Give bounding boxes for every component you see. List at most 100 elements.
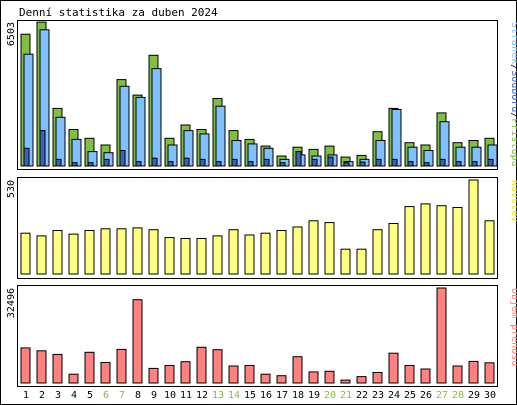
x-tick-label: 21	[340, 390, 352, 401]
pages-bar	[135, 96, 146, 167]
visits-bar	[84, 230, 95, 275]
files-bar	[183, 157, 190, 167]
x-tick-label: 5	[87, 390, 93, 401]
visits-bar	[292, 226, 303, 275]
legend-files: Souborů	[509, 70, 517, 112]
x-tick-label: 11	[180, 390, 192, 401]
pages-bar	[55, 116, 66, 167]
volume-bar	[100, 362, 111, 384]
volume-bar	[228, 365, 239, 384]
volume-bar	[36, 350, 47, 384]
volume-bar	[436, 287, 447, 384]
volume-bar	[308, 371, 319, 384]
x-tick-label: 30	[484, 390, 496, 401]
volume-bar	[52, 353, 63, 384]
volume-bar	[468, 360, 479, 384]
files-bar	[55, 158, 62, 167]
volume-bar	[68, 373, 79, 384]
pages-bar	[215, 105, 226, 167]
x-tick-label: 10	[164, 390, 176, 401]
visits-bar	[340, 248, 351, 275]
volume-bar	[20, 347, 31, 384]
x-tick-label: 24	[388, 390, 400, 401]
visits-bar	[388, 223, 399, 275]
visits-bar	[196, 238, 207, 275]
files-bar	[167, 161, 174, 167]
visits-bar	[36, 235, 47, 275]
files-bar	[119, 150, 126, 167]
files-bar	[311, 158, 318, 167]
files-bar	[103, 158, 110, 167]
files-bar	[391, 158, 398, 167]
hits-ymax-label: 6503	[6, 22, 17, 46]
volume-bar	[372, 372, 383, 384]
visits-bar	[148, 229, 159, 275]
visits-bar	[68, 233, 79, 275]
pages-bar	[391, 109, 402, 167]
files-bar	[279, 162, 286, 167]
x-tick-label: 1	[23, 390, 29, 401]
legend-sep-1: /	[509, 64, 517, 70]
visits-bar	[180, 238, 191, 275]
pages-bar	[151, 68, 162, 167]
files-bar	[439, 158, 446, 167]
volume-bar	[324, 370, 335, 384]
visits-bar	[228, 229, 239, 275]
x-tick-label: 6	[103, 390, 109, 401]
x-axis-labels: 1 2 3 4 5 6 7 8 9 10 11 12 13 14 15 16 17 18 19 20 21 22 23 24 2…	[23, 390, 496, 401]
visits-bar	[20, 232, 31, 275]
files-bar	[455, 161, 462, 167]
x-tick-label: 9	[151, 390, 157, 401]
visits-bar	[164, 237, 175, 275]
legend-access: Přístupů	[509, 118, 517, 166]
volume-bar	[276, 375, 287, 384]
volume-bar	[196, 346, 207, 384]
x-tick-label: 14	[228, 390, 240, 401]
volume-bar	[340, 379, 351, 384]
x-tick-label: 13	[212, 390, 224, 401]
x-tick-label: 19	[308, 390, 320, 401]
visits-bar	[372, 229, 383, 275]
visits-bar	[436, 205, 447, 275]
files-bar	[343, 162, 350, 167]
bars-layer	[20, 21, 498, 384]
x-tick-label: 29	[468, 390, 480, 401]
volume-bar	[404, 365, 415, 384]
volume-bar	[292, 356, 303, 384]
x-tick-label: 4	[71, 390, 77, 401]
visits-bar	[468, 179, 479, 275]
x-tick-label: 3	[55, 390, 61, 401]
volume-bar	[84, 351, 95, 384]
files-bar	[407, 161, 414, 167]
visits-bar	[260, 232, 271, 275]
volume-panel-frame	[17, 285, 498, 387]
volume-legend: Objem přenosu	[509, 288, 517, 366]
visits-bar	[308, 220, 319, 275]
volume-bar	[388, 352, 399, 384]
visits-bar	[276, 230, 287, 275]
x-tick-label: 22	[356, 390, 368, 401]
visits-bar	[52, 230, 63, 275]
files-bar	[263, 158, 270, 167]
files-bar	[295, 151, 302, 167]
x-tick-label: 25	[404, 390, 416, 401]
volume-bar	[484, 362, 495, 384]
visits-bar	[116, 228, 127, 275]
x-tick-label: 18	[292, 390, 304, 401]
volume-bar	[148, 367, 159, 384]
files-bar	[135, 161, 142, 167]
files-bar	[359, 161, 366, 167]
files-bar	[423, 162, 430, 167]
chart-title: Denní statistika za duben 2024	[19, 6, 218, 19]
visits-bar	[420, 203, 431, 275]
visits-bar	[100, 228, 111, 275]
x-tick-label: 26	[420, 390, 432, 401]
files-bar	[39, 130, 46, 167]
files-bar	[247, 161, 254, 167]
x-tick-label: 16	[260, 390, 272, 401]
files-bar	[71, 162, 78, 167]
files-bar	[23, 147, 30, 167]
visits-bar	[404, 206, 415, 275]
visits-legend: Návštěv	[509, 180, 517, 222]
x-tick-label: 17	[276, 390, 288, 401]
